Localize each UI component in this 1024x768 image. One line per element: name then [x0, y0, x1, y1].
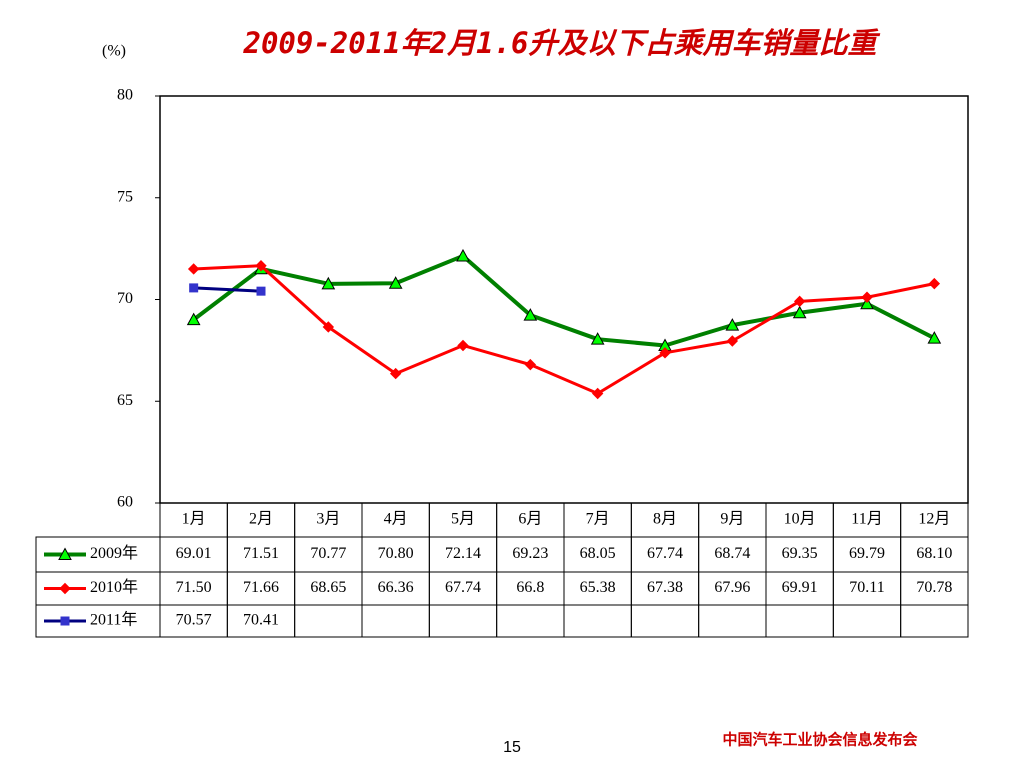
marker: [860, 296, 874, 310]
x-tick-label: 7月: [586, 511, 610, 528]
table-cell: [294, 604, 363, 638]
marker: [523, 308, 538, 321]
table-cell: [832, 604, 902, 638]
table-cell: [361, 604, 430, 638]
marker: [255, 260, 267, 272]
table-value: 65.38: [580, 579, 616, 596]
x-tick-label: 5月: [451, 511, 475, 528]
table-cell: [563, 604, 632, 638]
x-tick-label: 12月: [918, 511, 950, 528]
legend-label: 2009年: [90, 544, 138, 562]
table-value: 69.35: [782, 545, 818, 562]
marker: [590, 332, 605, 345]
marker: [186, 312, 201, 326]
table-value: 66.36: [378, 579, 414, 596]
table-value: 70.80: [378, 545, 414, 562]
table-value: 69.79: [849, 545, 885, 562]
table-cell: [698, 604, 767, 638]
table-value: 71.51: [243, 545, 279, 562]
legend-label: 2010年: [90, 578, 138, 596]
x-tick-label: 8月: [653, 511, 677, 528]
x-tick-label: 2月: [249, 511, 273, 528]
table-value: 70.41: [243, 612, 279, 629]
marker: [187, 263, 200, 275]
marker: [189, 283, 199, 293]
marker: [659, 347, 671, 359]
marker: [457, 339, 469, 352]
page-number: 15: [503, 739, 521, 756]
marker: [725, 318, 740, 331]
table-value: 71.66: [243, 579, 279, 596]
marker: [726, 335, 739, 347]
table-value: 70.78: [916, 579, 952, 596]
table-value: 67.96: [714, 579, 750, 596]
table-value: 70.57: [176, 612, 212, 629]
marker: [60, 616, 70, 626]
marker: [58, 547, 72, 560]
marker: [928, 277, 941, 290]
series-line: [193, 264, 935, 396]
marker: [591, 387, 604, 400]
marker: [321, 276, 336, 290]
y-tick-label: 65: [117, 392, 133, 409]
marker: [456, 248, 470, 262]
table-value: 67.74: [647, 545, 683, 562]
x-tick-label: 10月: [784, 511, 816, 528]
marker: [59, 582, 71, 595]
table-cell: [630, 604, 700, 638]
footer-org: 中国汽车工业协会信息发布会: [722, 731, 917, 749]
table-value: 67.74: [445, 579, 481, 596]
marker: [389, 367, 402, 380]
marker: [927, 331, 942, 344]
table-value: 68.10: [916, 545, 952, 562]
marker: [524, 358, 537, 371]
table-value: 72.14: [445, 545, 481, 562]
marker: [388, 276, 403, 289]
series-line: [193, 286, 262, 293]
y-tick-label: 60: [117, 494, 133, 511]
x-tick-label: 1月: [182, 511, 206, 528]
table-value: 68.74: [714, 545, 750, 562]
table-cell: [765, 604, 834, 638]
y-tick-label: 80: [117, 87, 133, 104]
x-tick-label: 3月: [316, 511, 340, 528]
table-value: 70.11: [849, 579, 884, 596]
marker: [792, 305, 807, 319]
table-value: 71.50: [176, 579, 212, 596]
y-tick-label: 70: [117, 290, 133, 307]
x-tick-label: 9月: [720, 511, 744, 528]
marker: [256, 286, 266, 296]
x-tick-label: 11月: [851, 511, 882, 528]
table-cell: [496, 604, 565, 638]
table-value: 69.91: [782, 579, 818, 596]
y-tick-label: 75: [117, 188, 133, 205]
table-value: 69.01: [176, 545, 212, 562]
series-line: [192, 253, 936, 348]
x-tick-label: 4月: [384, 511, 408, 528]
y-unit: (%): [102, 43, 126, 60]
table-value: 68.65: [310, 579, 346, 596]
x-tick-label: 6月: [518, 511, 542, 528]
table-cell: [900, 604, 969, 638]
table-value: 66.8: [516, 579, 544, 596]
table-value: 69.23: [512, 545, 548, 562]
table-value: 70.77: [310, 545, 346, 562]
marker: [322, 321, 335, 333]
table-value: 67.38: [647, 579, 683, 596]
chart-title: 2009-2011年2月1.6升及以下占乘用车销量比重: [243, 26, 881, 60]
legend-label: 2011年: [90, 611, 137, 629]
table-cell: [428, 604, 498, 638]
marker: [861, 291, 873, 303]
marker: [793, 295, 806, 308]
table-value: 68.05: [580, 545, 616, 562]
